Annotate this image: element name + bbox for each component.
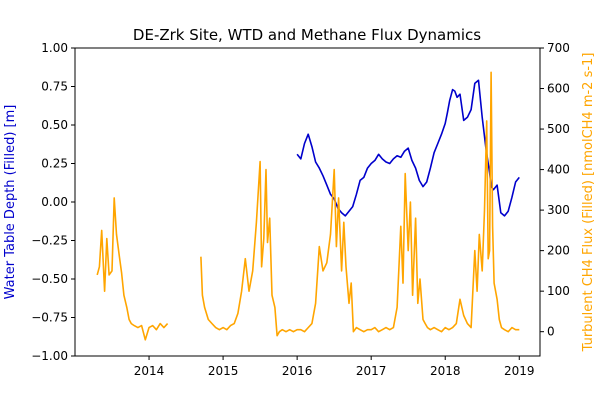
left-tick-label: −1.00 (31, 349, 68, 363)
left-tick-label: 0.25 (41, 157, 68, 171)
x-tick-label: 2019 (504, 364, 535, 378)
left-tick-label: 1.00 (41, 41, 68, 55)
x-tick-label: 2015 (208, 364, 239, 378)
right-axis-label: Turbulent CH4 Flux (Filled) [nmolCH4 m-2… (581, 53, 596, 353)
right-tick-label: 700 (547, 41, 570, 55)
x-tick-label: 2018 (430, 364, 461, 378)
right-tick-label: 100 (547, 284, 570, 298)
right-axis: 0 100 200 300 400 500 600 700 (540, 41, 570, 339)
plot-lines (96, 71, 520, 341)
right-tick-label: 0 (547, 325, 555, 339)
chart-title: DE-Zrk Site, WTD and Methane Flux Dynami… (133, 26, 481, 44)
left-axis: −1.00 −0.75 −0.50 −0.25 0.00 0.25 0.50 0.75 1.00 (31, 41, 75, 363)
left-tick-label: −0.75 (31, 311, 68, 325)
left-tick-label: 0.50 (41, 118, 68, 132)
left-tick-label: 0.75 (41, 80, 68, 94)
left-axis-label: Water Table Depth (Filled) [m] (3, 105, 18, 300)
plot-frame (74, 47, 541, 357)
right-tick-label: 200 (547, 244, 570, 258)
left-tick-label: −0.25 (31, 234, 68, 248)
left-tick-label: −0.50 (31, 272, 68, 286)
right-tick-label: 300 (547, 203, 570, 217)
left-tick-label: 0.00 (41, 195, 68, 209)
right-tick-label: 400 (547, 163, 570, 177)
x-axis: 2014 2015 2016 2017 2018 2019 (134, 356, 535, 378)
series-line-right (96, 71, 520, 341)
x-tick-label: 2017 (356, 364, 387, 378)
x-tick-label: 2016 (282, 364, 313, 378)
series-line-left (296, 79, 520, 217)
right-tick-label: 600 (547, 82, 570, 96)
right-tick-label: 500 (547, 122, 570, 136)
x-tick-label: 2014 (134, 364, 165, 378)
